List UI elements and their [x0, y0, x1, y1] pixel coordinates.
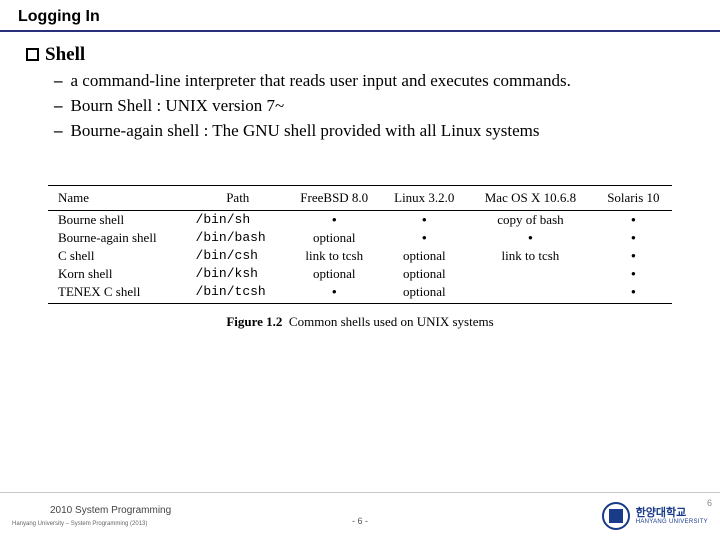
logo-mark-icon	[602, 502, 630, 530]
logo-text-ko: 한양대학교	[636, 507, 708, 519]
table-row: Bourne-again shell/bin/bashoptional•••	[48, 229, 672, 247]
figure-caption: Figure 1.2 Common shells used on UNIX sy…	[48, 314, 672, 330]
table-cell: optional	[382, 265, 466, 283]
section-heading: Shell	[45, 44, 85, 66]
slide: Logging In Shell – a command-line interp…	[0, 0, 720, 540]
logo-text-block: 한양대학교 HANYANG UNIVERSITY	[636, 507, 708, 525]
dash-icon: –	[54, 95, 63, 118]
table-cell: •	[286, 210, 382, 229]
table-container: Name Path FreeBSD 8.0 Linux 3.2.0 Mac OS…	[48, 185, 672, 330]
table-cell: /bin/csh	[190, 247, 286, 265]
table-cell: •	[595, 229, 672, 247]
table-body: Bourne shell/bin/sh••copy of bash•Bourne…	[48, 210, 672, 303]
col-header: Mac OS X 10.6.8	[466, 185, 595, 210]
caption-label: Figure 1.2	[226, 314, 282, 329]
table-cell: link to tcsh	[286, 247, 382, 265]
table-cell	[466, 265, 595, 283]
table-cell: Korn shell	[48, 265, 190, 283]
slide-title: Logging In	[18, 8, 702, 26]
table-cell: •	[595, 265, 672, 283]
table-row: Bourne shell/bin/sh••copy of bash•	[48, 210, 672, 229]
table-row: TENEX C shell/bin/tcsh•optional•	[48, 283, 672, 304]
table-cell: optional	[382, 283, 466, 304]
table-cell: optional	[286, 265, 382, 283]
footer-course: 2010 System Programming	[50, 505, 171, 516]
table-cell: •	[382, 229, 466, 247]
logo-inner-icon	[609, 509, 623, 523]
table-cell: •	[595, 247, 672, 265]
table-cell: optional	[286, 229, 382, 247]
footer-page-center: - 6 -	[352, 516, 368, 526]
list-item: – a command-line interpreter that reads …	[54, 70, 694, 93]
col-header: Solaris 10	[595, 185, 672, 210]
content-area: Shell – a command-line interpreter that …	[0, 32, 720, 330]
table-cell: •	[595, 210, 672, 229]
shells-table: Name Path FreeBSD 8.0 Linux 3.2.0 Mac OS…	[48, 185, 672, 304]
table-row: Korn shell/bin/kshoptionaloptional•	[48, 265, 672, 283]
title-bar: Logging In	[0, 0, 720, 32]
dash-icon: –	[54, 120, 63, 143]
footer-sub: Hanyang University – System Programming …	[12, 521, 147, 527]
table-cell: •	[595, 283, 672, 304]
table-cell: /bin/ksh	[190, 265, 286, 283]
heading-row: Shell	[26, 44, 694, 66]
footer: 2010 System Programming Hanyang Universi…	[0, 492, 720, 540]
table-row: C shell/bin/cshlink to tcshoptionallink …	[48, 247, 672, 265]
col-header: Path	[190, 185, 286, 210]
logo-text-en: HANYANG UNIVERSITY	[636, 519, 708, 525]
bullet-text: Bourne-again shell : The GNU shell provi…	[71, 120, 540, 143]
university-logo: 한양대학교 HANYANG UNIVERSITY	[602, 502, 708, 530]
table-cell: link to tcsh	[466, 247, 595, 265]
table-head: Name Path FreeBSD 8.0 Linux 3.2.0 Mac OS…	[48, 185, 672, 210]
col-header: FreeBSD 8.0	[286, 185, 382, 210]
table-cell: /bin/tcsh	[190, 283, 286, 304]
table-cell	[466, 283, 595, 304]
table-header-row: Name Path FreeBSD 8.0 Linux 3.2.0 Mac OS…	[48, 185, 672, 210]
table-cell: •	[466, 229, 595, 247]
list-item: – Bourne-again shell : The GNU shell pro…	[54, 120, 694, 143]
table-cell: •	[286, 283, 382, 304]
table-cell: /bin/bash	[190, 229, 286, 247]
bullet-text: Bourn Shell : UNIX version 7~	[71, 95, 285, 118]
table-cell: TENEX C shell	[48, 283, 190, 304]
table-cell: copy of bash	[466, 210, 595, 229]
square-bullet-icon	[26, 48, 39, 61]
table-cell: /bin/sh	[190, 210, 286, 229]
dash-icon: –	[54, 70, 63, 93]
table-cell: optional	[382, 247, 466, 265]
col-header: Linux 3.2.0	[382, 185, 466, 210]
list-item: – Bourn Shell : UNIX version 7~	[54, 95, 694, 118]
table-cell: Bourne shell	[48, 210, 190, 229]
caption-text: Common shells used on UNIX systems	[289, 314, 494, 329]
bullet-list: – a command-line interpreter that reads …	[54, 70, 694, 143]
bullet-text: a command-line interpreter that reads us…	[71, 70, 571, 93]
table-cell: •	[382, 210, 466, 229]
col-header: Name	[48, 185, 190, 210]
table-cell: Bourne-again shell	[48, 229, 190, 247]
table-cell: C shell	[48, 247, 190, 265]
